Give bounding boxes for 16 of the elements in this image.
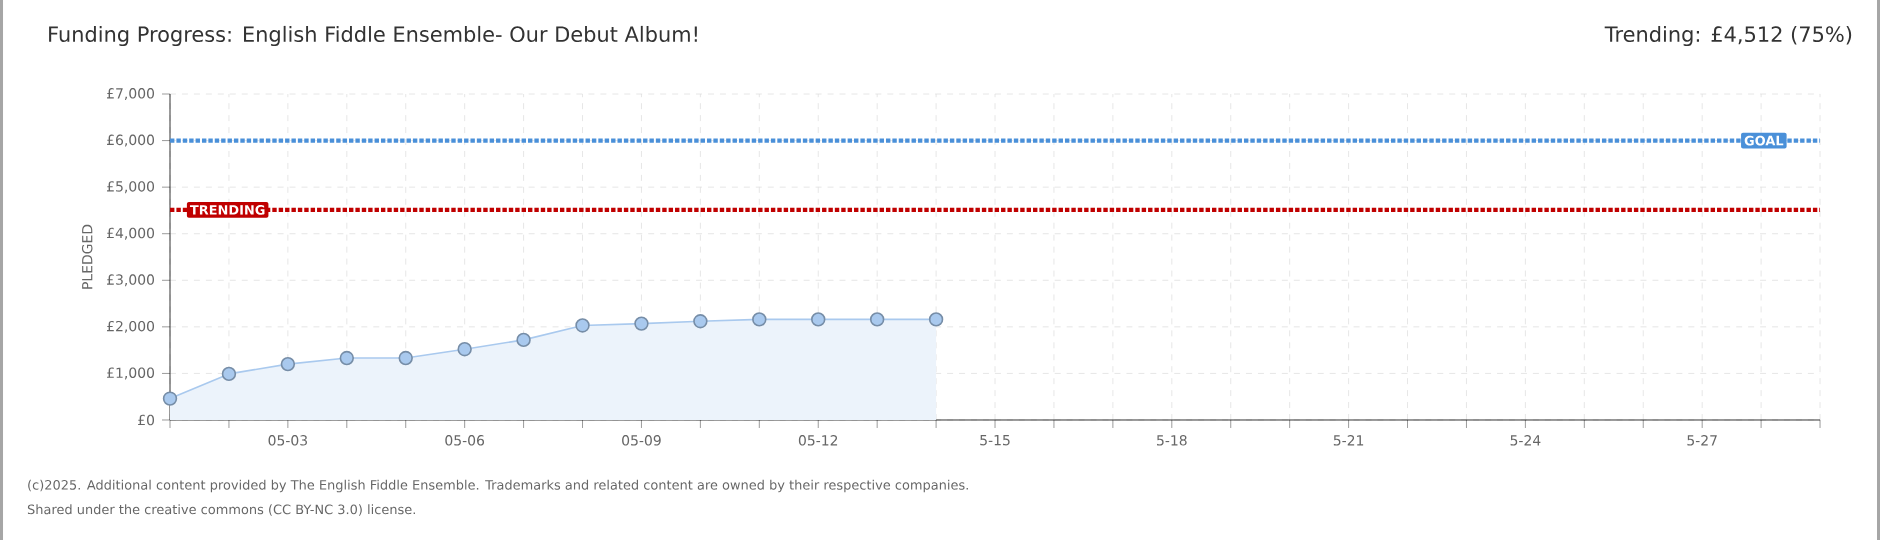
point — [280, 356, 296, 372]
point — [221, 366, 237, 382]
point — [811, 312, 826, 327]
point — [516, 332, 531, 348]
point — [693, 314, 708, 329]
point — [575, 318, 590, 333]
point — [339, 350, 354, 366]
chart-subtitle: Trending: £4,512 (75%) — [1604, 25, 1852, 47]
point — [752, 312, 767, 327]
point — [869, 312, 885, 327]
point — [162, 391, 178, 406]
point — [398, 350, 413, 366]
point — [634, 316, 649, 331]
point — [928, 312, 944, 327]
chart-title: Funding Progress: English Fiddle Ensemble- Our Debut Album! — [49, 25, 697, 47]
point — [457, 342, 472, 357]
